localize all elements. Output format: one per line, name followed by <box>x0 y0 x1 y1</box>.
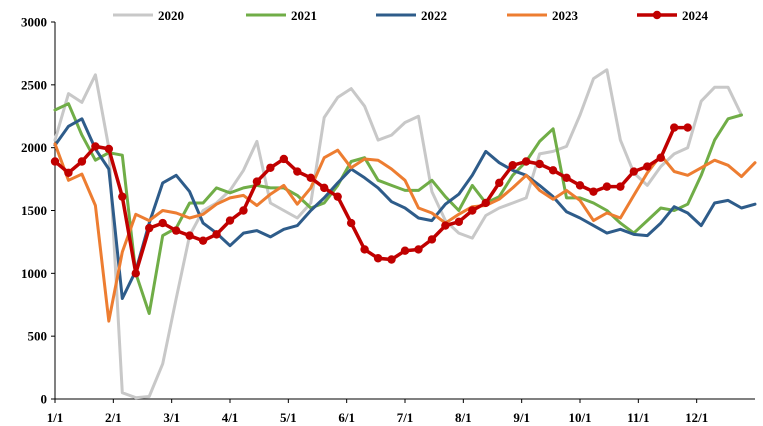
data-point-2024 <box>629 167 639 176</box>
y-tick-label: 0 <box>41 392 48 407</box>
y-tick-label: 3000 <box>21 15 47 30</box>
y-axis: 0 500 1000 1500 2000 2500 3000 <box>21 15 56 407</box>
y-tick-label: 1500 <box>21 203 47 218</box>
legend-marker-2024 <box>652 10 662 20</box>
data-point-2024 <box>252 177 262 186</box>
data-point-2024 <box>104 144 114 154</box>
data-point-2024 <box>64 168 73 177</box>
x-tick-label: 12/1 <box>685 410 708 425</box>
legend-label-2021: 2021 <box>291 8 317 23</box>
x-tick-label: 6/1 <box>338 410 355 425</box>
y-tick-label: 2500 <box>21 77 47 92</box>
data-point-2024 <box>670 123 679 132</box>
x-tick-label: 9/1 <box>513 410 530 425</box>
data-point-2024 <box>481 198 490 208</box>
data-point-2024 <box>616 182 625 191</box>
data-point-2024 <box>360 245 369 254</box>
series-line-2022 <box>53 117 757 300</box>
data-point-2024 <box>145 223 154 233</box>
data-point-2024 <box>441 221 450 230</box>
x-tick-label: 4/1 <box>222 410 239 425</box>
data-point-2024 <box>521 157 531 166</box>
data-point-2024 <box>158 218 167 228</box>
data-point-2024 <box>198 236 208 245</box>
data-point-2024 <box>185 231 194 240</box>
data-point-2024 <box>212 230 221 239</box>
data-point-2024 <box>306 173 315 183</box>
data-point-2024 <box>414 245 423 254</box>
data-point-2024 <box>495 178 504 188</box>
x-tick-label: 3/1 <box>163 410 180 425</box>
data-point-2024 <box>279 154 289 164</box>
data-point-2024 <box>575 181 585 190</box>
data-point-2024 <box>508 161 517 170</box>
data-point-2024 <box>427 235 437 244</box>
data-point-2024 <box>387 255 396 264</box>
legend-label-2020: 2020 <box>158 8 184 23</box>
x-tick-label: 2/1 <box>105 410 122 425</box>
data-point-2024 <box>333 192 342 201</box>
data-point-2024 <box>239 206 248 215</box>
data-point-2024 <box>656 153 665 162</box>
data-point-2024 <box>320 183 329 193</box>
data-point-2024 <box>454 217 464 227</box>
data-point-2024 <box>91 142 100 151</box>
x-axis: 1/1 2/1 3/1 4/1 5/1 6/1 7/1 8/1 9/1 10/1 11/1 12/1 <box>47 398 755 425</box>
x-tick-label: 1/1 <box>47 410 64 425</box>
data-point-2024 <box>535 159 544 169</box>
x-tick-label: 10/1 <box>568 410 591 425</box>
data-point-2024 <box>643 162 652 171</box>
data-point-2024 <box>293 167 302 176</box>
data-point-2024 <box>118 192 127 201</box>
y-tick-label: 1000 <box>21 266 47 281</box>
x-tick-label: 7/1 <box>397 410 414 425</box>
plot-area <box>50 68 757 400</box>
data-point-2024 <box>50 157 60 166</box>
series-line-2024 <box>53 125 690 276</box>
data-point-2024 <box>77 157 87 166</box>
data-point-2024 <box>346 218 356 228</box>
legend-label-2022: 2022 <box>421 8 447 23</box>
legend: 2020 2021 2022 2023 2024 <box>113 8 709 23</box>
y-tick-label: 500 <box>28 329 48 344</box>
series-line-2020 <box>53 68 743 400</box>
data-point-2024 <box>683 123 692 132</box>
data-point-2024 <box>562 173 571 183</box>
x-tick-label: 8/1 <box>455 410 472 425</box>
data-point-2024 <box>171 226 181 235</box>
y-tick-label: 2000 <box>21 140 47 155</box>
data-point-2024 <box>548 166 558 175</box>
data-point-2024 <box>400 246 410 255</box>
legend-label-2024: 2024 <box>682 8 709 23</box>
x-tick-label: 5/1 <box>280 410 297 425</box>
data-point-2024 <box>602 182 612 191</box>
x-tick-label: 11/1 <box>627 410 649 425</box>
series-line-2023 <box>53 142 757 323</box>
series-line-2021 <box>53 102 743 315</box>
data-point-2024 <box>266 163 275 172</box>
data-point-2024 <box>589 187 598 196</box>
data-point-2024 <box>468 206 477 215</box>
data-point-2024 <box>131 269 140 278</box>
data-point-2024 <box>225 216 235 225</box>
legend-label-2023: 2023 <box>552 8 579 23</box>
data-point-2024 <box>373 254 383 263</box>
